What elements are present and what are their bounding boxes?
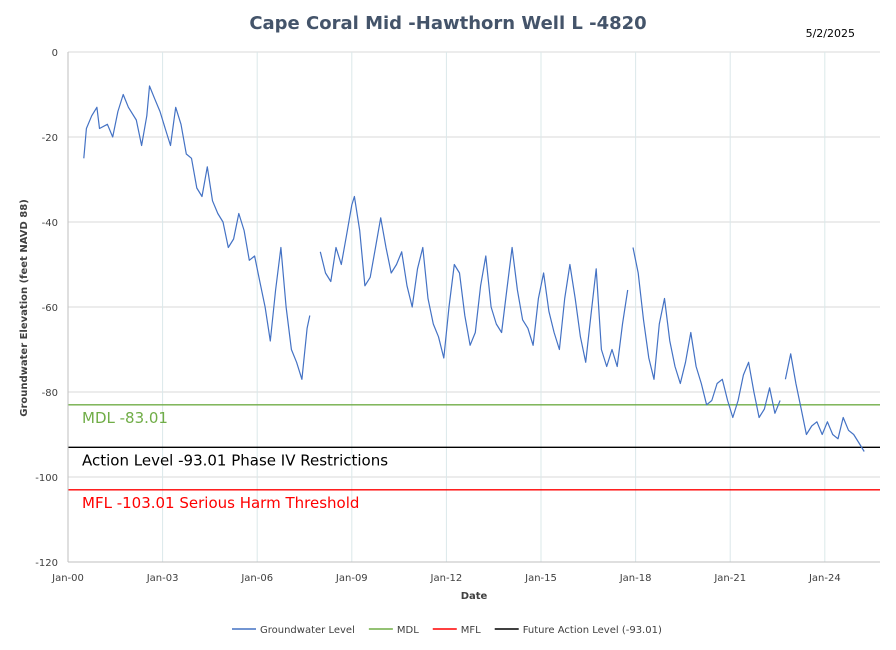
- x-tick-label: Jan-21: [713, 573, 746, 584]
- x-tick-label: Jan-18: [619, 573, 652, 584]
- y-tick-label: -80: [42, 388, 58, 399]
- gridlines: [67, 51, 880, 563]
- y-axis-title: Groundwater Elevation (feet NAVD 88): [19, 199, 30, 417]
- chart-title: Cape Coral Mid -Hawthorn Well L -4820: [249, 13, 646, 34]
- legend: Groundwater Level MDL MFL Future Action Lev…: [232, 625, 662, 636]
- series-layer: [83, 85, 865, 452]
- y-tick-label: -20: [42, 133, 58, 144]
- groundwater-series-line: [83, 85, 865, 452]
- legend-label: MFL: [461, 625, 481, 636]
- y-tick-label: 0: [52, 48, 58, 59]
- legend-label: Groundwater Level: [260, 625, 355, 636]
- axes: 0 -20 -40 -60 -80 -100 -120 Jan-00 Jan-03 Jan-06 J…: [35, 48, 880, 584]
- legend-label: MDL: [397, 625, 419, 636]
- x-tick-label: Jan-03: [146, 573, 179, 584]
- y-tick-label: -40: [42, 218, 58, 229]
- reference-label: MFL -103.01 Serious Harm Threshold: [82, 494, 359, 512]
- x-tick-label: Jan-09: [335, 573, 368, 584]
- y-tick-label: -60: [42, 303, 58, 314]
- reference-label: Action Level -93.01 Phase IV Restriction…: [82, 451, 388, 469]
- x-tick-label: Jan-12: [430, 573, 463, 584]
- reference-lines: MDL -83.01 Action Level -93.01 Phase IV R…: [68, 404, 880, 512]
- x-axis-title: Date: [461, 591, 488, 602]
- legend-label: Future Action Level (-93.01): [523, 625, 662, 636]
- reference-label: MDL -83.01: [82, 409, 168, 427]
- x-tick-label: Jan-06: [240, 573, 273, 584]
- x-tick-label: Jan-24: [808, 573, 841, 584]
- x-tick-label: Jan-15: [524, 573, 557, 584]
- x-tick-label: Jan-00: [51, 573, 84, 584]
- y-tick-label: -120: [35, 558, 58, 569]
- y-tick-label: -100: [35, 473, 58, 484]
- date-stamp: 5/2/2025: [806, 27, 855, 40]
